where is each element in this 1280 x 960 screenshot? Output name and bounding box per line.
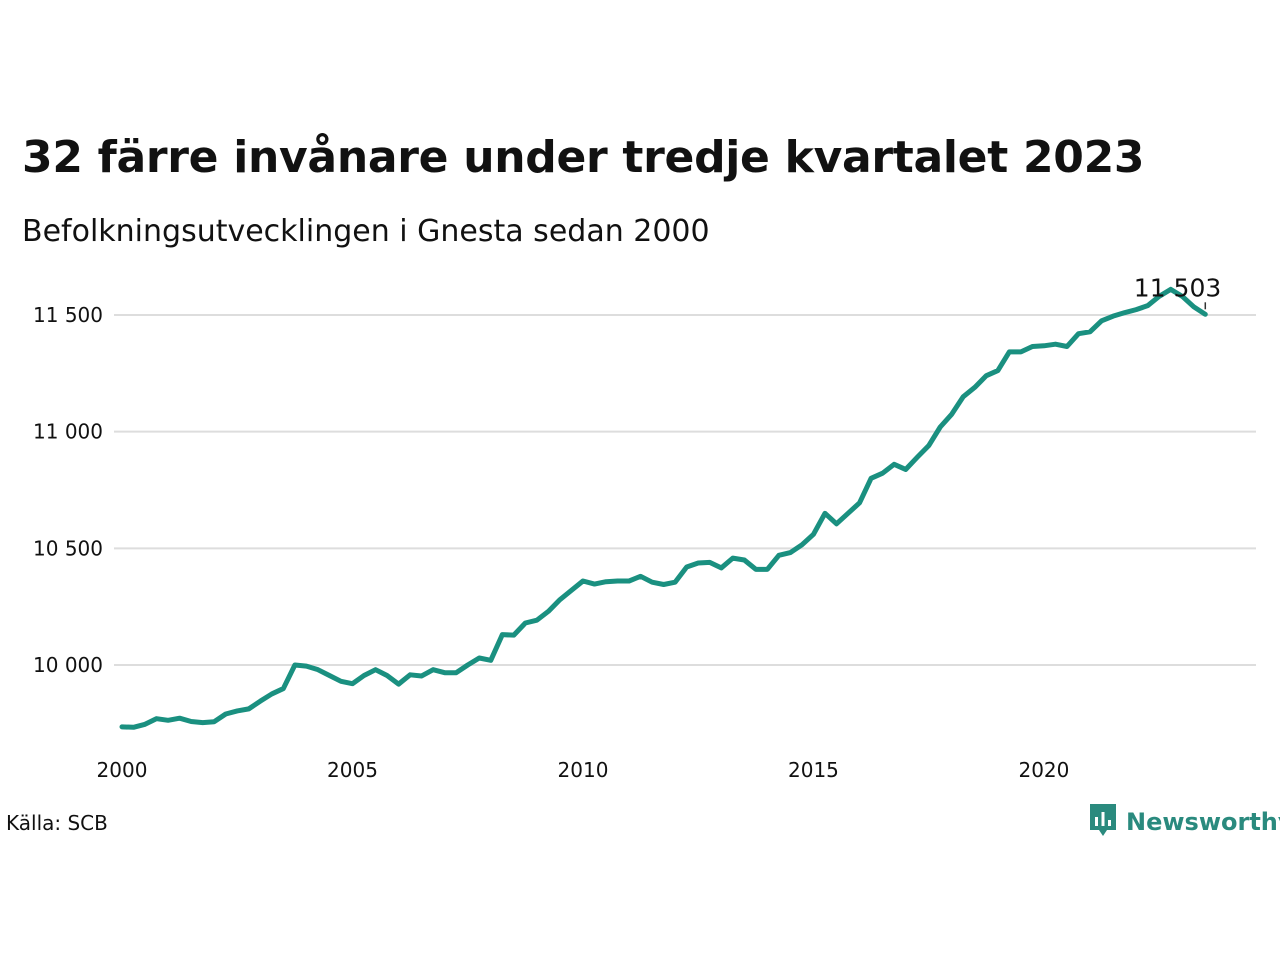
y-tick-label: 11 000 bbox=[33, 420, 103, 444]
chart-title: 32 färre invånare under tredje kvartalet… bbox=[22, 132, 1145, 183]
x-tick-label: 2010 bbox=[558, 758, 609, 782]
y-tick-label: 11 500 bbox=[33, 303, 103, 327]
y-tick-label: 10 500 bbox=[33, 536, 103, 560]
logo-text: Newsworthy bbox=[1126, 808, 1280, 836]
y-tick-label: 10 000 bbox=[33, 653, 103, 677]
last-value-annotation: 11 503 bbox=[1134, 273, 1221, 310]
annotation-label: 11 503 bbox=[1134, 273, 1221, 302]
x-tick-label: 2015 bbox=[788, 758, 839, 782]
series-line-0 bbox=[119, 286, 1208, 730]
x-tick-label: 2020 bbox=[1018, 758, 1069, 782]
source-note: Källa: SCB bbox=[6, 811, 108, 835]
x-axis-tick-labels: 2000 2005 2010 2015 2020 bbox=[97, 758, 1070, 782]
newsworthy-logo[interactable]: Newsworthy bbox=[1088, 804, 1280, 840]
gridlines bbox=[114, 314, 1256, 666]
population-series bbox=[119, 286, 1208, 730]
newsworthy-chart-bubble-icon bbox=[1088, 802, 1118, 842]
x-tick-label: 2005 bbox=[327, 758, 378, 782]
y-axis-tick-labels: 10 000 10 500 11 000 11 500 bbox=[33, 303, 103, 677]
chart-subtitle: Befolkningsutvecklingen i Gnesta sedan 2… bbox=[22, 214, 710, 249]
x-tick-label: 2000 bbox=[97, 758, 148, 782]
